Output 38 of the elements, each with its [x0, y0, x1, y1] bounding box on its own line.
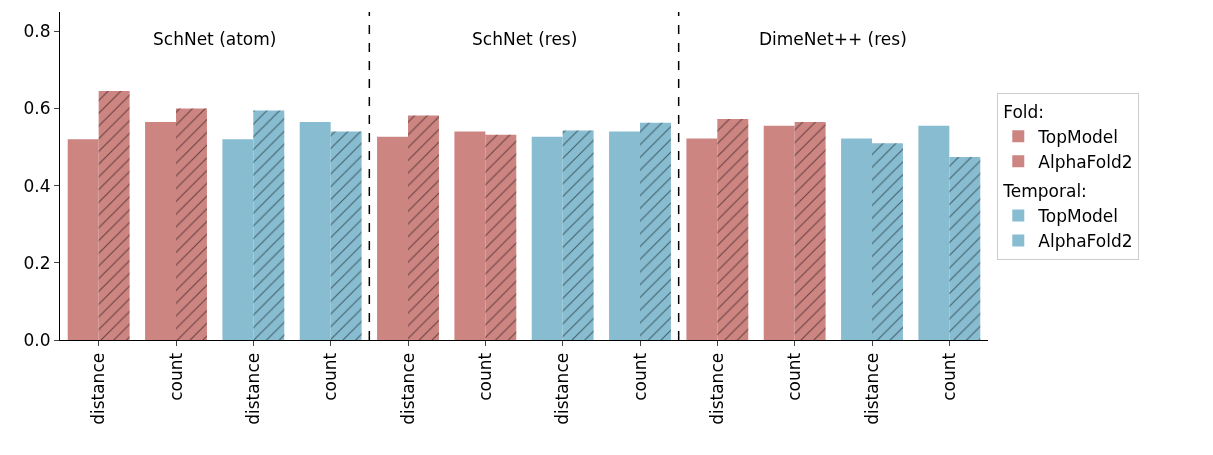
- text: Fold:: [1003, 101, 1045, 122]
- legend-label: AlphaFold2: [1038, 231, 1133, 252]
- legend-label: TopModel: [1037, 206, 1119, 227]
- y-tick-label: 0.2: [23, 252, 51, 273]
- legend-label: TopModel: [1037, 126, 1119, 147]
- bar: [454, 131, 486, 340]
- bar: [145, 121, 176, 340]
- x-tick-label: distance: [861, 352, 882, 425]
- text: Temporal:: [1002, 180, 1087, 201]
- y-tick-label: 0.6: [23, 98, 51, 119]
- bar: [763, 125, 795, 340]
- y-tick-label: 0.4: [23, 175, 51, 196]
- y-tick-label: 0.0: [23, 329, 51, 350]
- bar: [222, 139, 254, 340]
- x-tick-label: count: [784, 352, 805, 401]
- bar: [377, 136, 408, 340]
- x-tick-label: count: [474, 352, 495, 401]
- annotation: SchNet (res): [472, 29, 578, 49]
- y-tick-label: 0.8: [23, 21, 51, 42]
- x-tick-label: distance: [242, 352, 263, 425]
- x-tick-label: count: [938, 352, 959, 401]
- legend-label: AlphaFold2: [1038, 151, 1133, 172]
- annotation: SchNet (atom): [153, 29, 277, 49]
- x-tick-label: distance: [88, 352, 109, 425]
- x-tick-label: distance: [552, 352, 573, 425]
- x-tick-label: count: [320, 352, 341, 401]
- x-tick-label: count: [629, 352, 650, 401]
- bar: [918, 125, 950, 340]
- x-tick-label: distance: [397, 352, 418, 425]
- bar: [67, 139, 99, 340]
- bar: [609, 131, 640, 340]
- x-tick-label: distance: [706, 352, 727, 425]
- annotation: DimeNet++ (res): [759, 29, 907, 49]
- bar: [686, 138, 718, 340]
- x-tick-label: count: [165, 352, 186, 401]
- bar: [299, 121, 331, 340]
- bar: [841, 138, 872, 340]
- bar: [531, 136, 563, 340]
